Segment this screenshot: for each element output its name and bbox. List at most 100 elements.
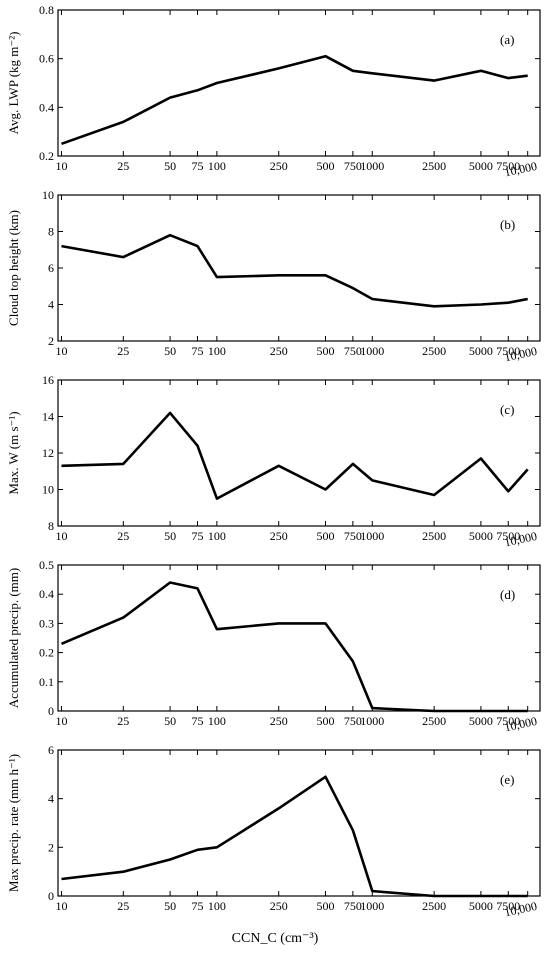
x-tick-label: 2500 — [422, 714, 446, 728]
series-line — [62, 56, 528, 144]
x-tick-label: 100 — [208, 529, 226, 543]
x-axis-label: CCN_C (cm⁻³) — [0, 930, 550, 947]
x-tick-label: 75 — [191, 159, 203, 173]
x-tick-label: 500 — [317, 899, 335, 913]
y-tick-label: 4 — [48, 792, 54, 806]
series-line — [62, 777, 528, 896]
y-axis-label: Accumulated precip. (mm) — [6, 568, 21, 708]
y-tick-label: 0.6 — [39, 52, 54, 66]
x-tick-label: 100 — [208, 159, 226, 173]
y-tick-label: 10 — [42, 188, 54, 202]
panel-label: (e) — [500, 772, 514, 787]
y-tick-label: 0.8 — [39, 3, 54, 17]
y-axis-label: Max. W (m s⁻¹) — [6, 411, 21, 494]
series-line — [62, 235, 528, 306]
y-tick-label: 0 — [48, 704, 54, 718]
series-line — [62, 583, 528, 712]
y-tick-label: 0.2 — [39, 149, 54, 163]
x-tick-label: 1000 — [360, 899, 384, 913]
x-tick-label: 25 — [117, 344, 129, 358]
x-tick-label: 10 — [55, 899, 67, 913]
x-tick-label: 500 — [317, 159, 335, 173]
y-tick-label: 2 — [48, 840, 54, 854]
y-tick-label: 0.4 — [39, 100, 54, 114]
x-tick-label: 5000 — [469, 899, 493, 913]
x-tick-label: 25 — [117, 714, 129, 728]
x-tick-label: 10 — [55, 159, 67, 173]
x-tick-label: 25 — [117, 529, 129, 543]
panel-label: (b) — [500, 217, 515, 232]
x-tick-label: 750 — [344, 714, 362, 728]
y-tick-label: 0.1 — [39, 675, 54, 689]
y-tick-label: 16 — [42, 373, 54, 387]
x-tick-label: 50 — [164, 344, 176, 358]
y-tick-label: 8 — [48, 519, 54, 533]
x-tick-label: 100 — [208, 344, 226, 358]
x-tick-label: 75 — [191, 529, 203, 543]
x-tick-label: 500 — [317, 529, 335, 543]
x-tick-label: 75 — [191, 714, 203, 728]
x-tick-label: 5000 — [469, 714, 493, 728]
x-tick-label: 2500 — [422, 159, 446, 173]
x-tick-label: 75 — [191, 344, 203, 358]
y-tick-label: 8 — [48, 225, 54, 239]
x-tick-label: 750 — [344, 159, 362, 173]
x-tick-label: 50 — [164, 899, 176, 913]
y-axis-label: Avg. LWP (kg m⁻²) — [6, 32, 21, 135]
x-tick-label: 75 — [191, 899, 203, 913]
plot-frame — [58, 750, 540, 896]
x-tick-label: 250 — [270, 344, 288, 358]
y-tick-label: 0.4 — [39, 587, 54, 601]
y-tick-label: 12 — [42, 446, 54, 460]
y-tick-label: 0 — [48, 889, 54, 903]
plot-frame — [58, 10, 540, 156]
x-tick-label: 100 — [208, 714, 226, 728]
y-tick-label: 14 — [42, 410, 54, 424]
y-axis-label: Max precip. rate (mm h⁻¹) — [6, 754, 21, 892]
x-tick-label: 10 — [55, 529, 67, 543]
x-tick-label: 750 — [344, 899, 362, 913]
x-tick-label: 50 — [164, 529, 176, 543]
x-tick-label: 25 — [117, 159, 129, 173]
x-tick-label: 100 — [208, 899, 226, 913]
x-tick-label: 1000 — [360, 714, 384, 728]
y-axis-label: Cloud top height (km) — [6, 210, 21, 326]
x-tick-label: 10 — [55, 714, 67, 728]
x-tick-label: 1000 — [360, 529, 384, 543]
x-tick-label: 250 — [270, 159, 288, 173]
x-tick-label: 750 — [344, 344, 362, 358]
x-tick-label: 250 — [270, 899, 288, 913]
plot-frame — [58, 195, 540, 341]
y-tick-label: 6 — [48, 261, 54, 275]
x-tick-label: 250 — [270, 714, 288, 728]
y-tick-label: 0.2 — [39, 646, 54, 660]
x-tick-label: 500 — [317, 714, 335, 728]
x-tick-label: 250 — [270, 529, 288, 543]
y-tick-label: 0.3 — [39, 616, 54, 630]
y-tick-label: 10 — [42, 483, 54, 497]
x-tick-label: 1000 — [360, 344, 384, 358]
panel-label: (a) — [500, 32, 514, 47]
x-tick-label: 2500 — [422, 529, 446, 543]
x-tick-label: 2500 — [422, 899, 446, 913]
x-tick-label: 5000 — [469, 344, 493, 358]
series-line — [62, 413, 528, 499]
x-tick-label: 50 — [164, 159, 176, 173]
y-tick-label: 2 — [48, 334, 54, 348]
panel-label: (d) — [500, 587, 515, 602]
x-tick-label: 5000 — [469, 159, 493, 173]
x-tick-label: 50 — [164, 714, 176, 728]
y-tick-label: 4 — [48, 298, 54, 312]
x-tick-label: 500 — [317, 344, 335, 358]
plot-frame — [58, 380, 540, 526]
x-tick-label: 750 — [344, 529, 362, 543]
y-tick-label: 6 — [48, 743, 54, 757]
x-tick-label: 2500 — [422, 344, 446, 358]
